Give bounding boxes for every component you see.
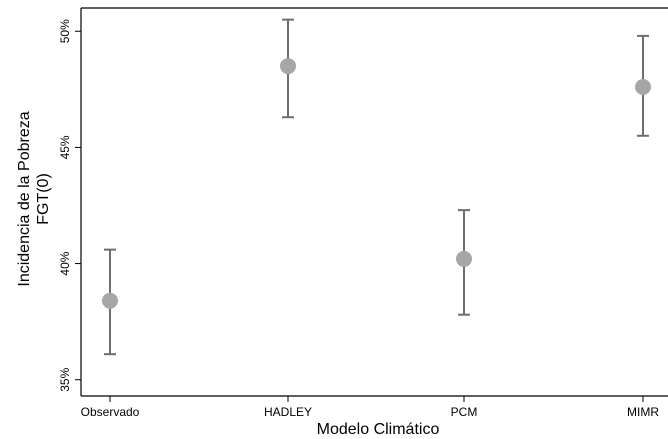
data-marks <box>102 18 651 356</box>
y-tick-label: 45% <box>58 135 72 159</box>
y-axis-title: Incidencia de la Pobreza FGT(0) <box>16 111 52 286</box>
y-axis-title-line-1: Incidencia de la Pobreza <box>16 111 33 286</box>
y-axis-title-line-2: FGT(0) <box>35 173 52 225</box>
data-point <box>102 292 118 309</box>
data-point <box>456 250 472 267</box>
y-tick-label: 40% <box>58 251 72 275</box>
x-tick-label: MIMR <box>627 405 659 419</box>
plot-frame <box>80 7 668 397</box>
y-axis: 35% 40% 45% 50% <box>58 19 81 392</box>
data-point <box>280 58 296 75</box>
x-tick-label: HADLEY <box>264 405 312 419</box>
y-tick-label: 50% <box>58 19 72 43</box>
x-axis: Observado HADLEY PCM MIMR <box>81 396 659 419</box>
y-tick-label: 35% <box>58 367 72 391</box>
x-axis-title: Modelo Climático <box>317 421 440 438</box>
data-point <box>635 78 651 95</box>
x-tick-label: Observado <box>81 405 140 419</box>
x-tick-label: PCM <box>451 405 478 419</box>
